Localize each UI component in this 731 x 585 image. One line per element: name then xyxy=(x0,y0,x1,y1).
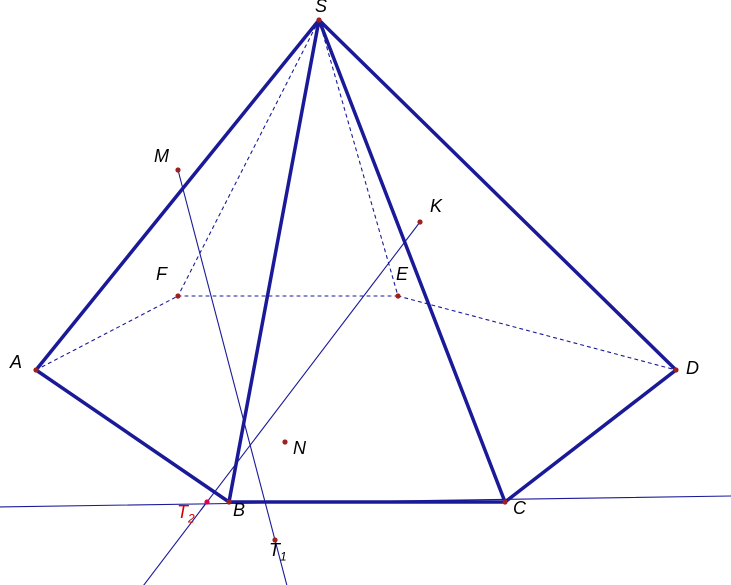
point-label-K: K xyxy=(430,196,442,217)
point-label-E: E xyxy=(396,264,408,285)
point-label-A: A xyxy=(10,352,22,373)
point-label-N: N xyxy=(293,438,306,459)
point-label-F: F xyxy=(156,264,167,285)
point-label-M: M xyxy=(154,146,169,167)
point-label-S: S xyxy=(315,0,327,17)
point-label-C: C xyxy=(513,498,526,519)
point-label-T2: T2 xyxy=(177,502,195,526)
point-label-D: D xyxy=(686,358,699,379)
point-label-B: B xyxy=(233,500,245,521)
point-label-T1: T1 xyxy=(269,540,287,564)
